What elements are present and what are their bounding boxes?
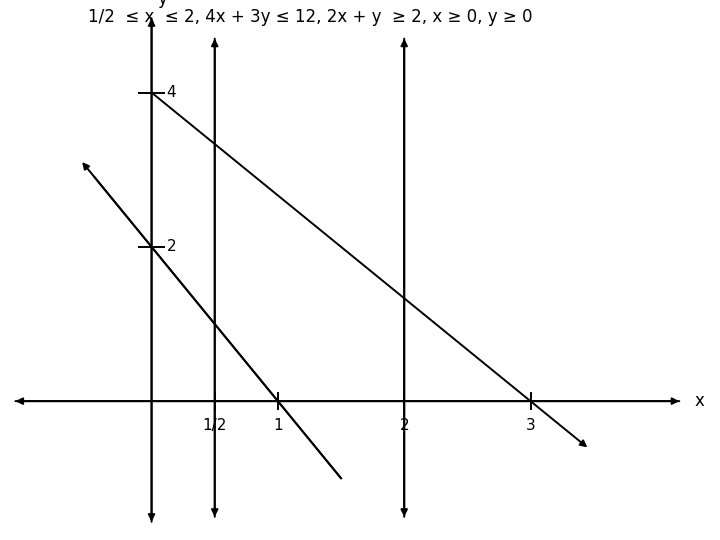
Text: 3: 3 (526, 418, 536, 433)
Text: y: y (158, 0, 168, 8)
Text: 1/2: 1/2 (202, 418, 227, 433)
Text: 4: 4 (167, 85, 176, 100)
Text: 2: 2 (400, 418, 409, 433)
Text: x: x (695, 392, 705, 410)
Text: 2: 2 (167, 239, 176, 254)
Text: 1/2  ≤ x  ≤ 2, 4x + 3y ≤ 12, 2x + y  ≥ 2, x ≥ 0, y ≥ 0: 1/2 ≤ x ≤ 2, 4x + 3y ≤ 12, 2x + y ≥ 2, x… (89, 8, 533, 26)
Text: 1: 1 (273, 418, 283, 433)
